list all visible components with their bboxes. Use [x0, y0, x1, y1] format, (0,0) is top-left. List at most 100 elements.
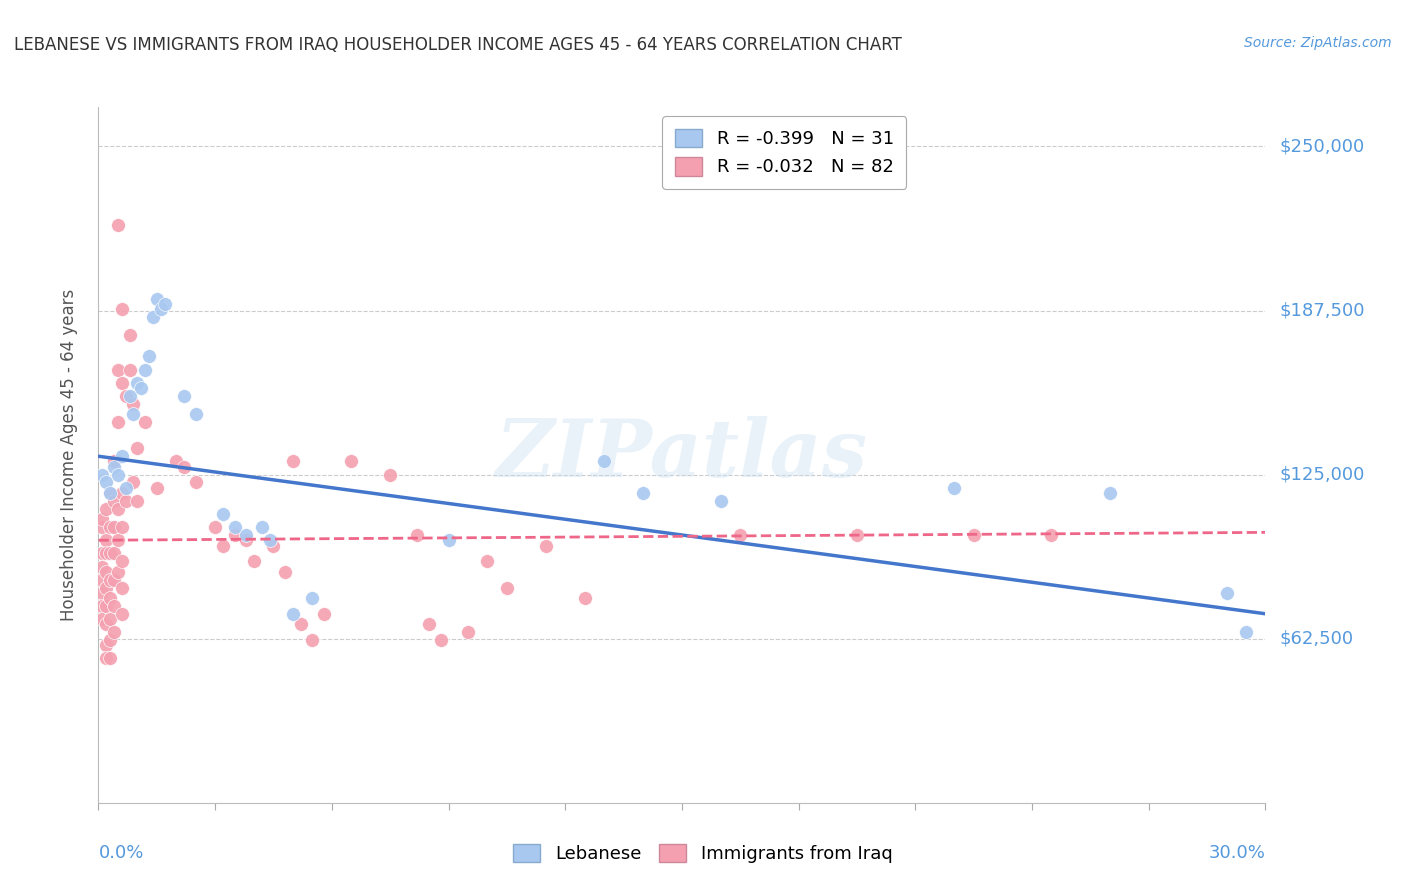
Point	[184, 475, 207, 490]
Point	[111, 486, 134, 500]
Point	[107, 362, 129, 376]
Point	[235, 533, 257, 548]
Point	[118, 328, 141, 343]
Point	[429, 633, 451, 648]
Point	[262, 539, 284, 553]
Point	[845, 528, 868, 542]
Point	[173, 459, 195, 474]
Point	[103, 599, 125, 613]
Point	[98, 573, 121, 587]
Point	[243, 554, 266, 568]
Point	[406, 528, 429, 542]
Point	[118, 389, 141, 403]
Point	[340, 454, 363, 468]
Point	[111, 520, 134, 534]
Point	[96, 475, 118, 490]
Point	[103, 459, 125, 474]
Point	[96, 617, 118, 632]
Text: $125,000: $125,000	[1279, 466, 1365, 483]
Point	[146, 481, 169, 495]
Point	[281, 607, 304, 621]
Point	[962, 528, 984, 542]
Point	[274, 565, 297, 579]
Y-axis label: Householder Income Ages 45 - 64 years: Householder Income Ages 45 - 64 years	[59, 289, 77, 621]
Point	[943, 481, 966, 495]
Point	[107, 218, 129, 232]
Point	[103, 573, 125, 587]
Point	[98, 591, 121, 605]
Point	[127, 442, 149, 456]
Point	[235, 528, 257, 542]
Point	[96, 565, 118, 579]
Point	[96, 638, 118, 652]
Text: ZIPatlas: ZIPatlas	[496, 417, 868, 493]
Legend: R = -0.399   N = 31, R = -0.032   N = 82: R = -0.399 N = 31, R = -0.032 N = 82	[662, 116, 907, 189]
Point	[290, 617, 312, 632]
Point	[114, 481, 136, 495]
Point	[138, 350, 160, 364]
Point	[107, 533, 129, 548]
Point	[1234, 625, 1257, 640]
Point	[103, 454, 125, 468]
Point	[574, 591, 596, 605]
Point	[103, 625, 125, 640]
Point	[1098, 486, 1121, 500]
Point	[98, 520, 121, 534]
Point	[631, 486, 654, 500]
Point	[495, 581, 517, 595]
Point	[418, 617, 440, 632]
Point	[91, 467, 114, 482]
Text: $187,500: $187,500	[1279, 301, 1365, 319]
Point	[98, 612, 121, 626]
Point	[710, 494, 733, 508]
Point	[593, 454, 616, 468]
Point	[134, 362, 156, 376]
Point	[173, 389, 195, 403]
Point	[378, 467, 402, 482]
Point	[165, 454, 187, 468]
Point	[103, 494, 125, 508]
Point	[224, 520, 246, 534]
Legend: Lebanese, Immigrants from Iraq: Lebanese, Immigrants from Iraq	[502, 833, 904, 874]
Point	[122, 397, 145, 411]
Point	[111, 581, 134, 595]
Point	[111, 302, 134, 317]
Point	[91, 573, 114, 587]
Point	[127, 494, 149, 508]
Point	[301, 633, 323, 648]
Point	[114, 494, 136, 508]
Text: LEBANESE VS IMMIGRANTS FROM IRAQ HOUSEHOLDER INCOME AGES 45 - 64 YEARS CORRELATI: LEBANESE VS IMMIGRANTS FROM IRAQ HOUSEHO…	[14, 36, 901, 54]
Point	[111, 607, 134, 621]
Point	[96, 581, 118, 595]
Point	[212, 507, 235, 521]
Point	[91, 586, 114, 600]
Point	[111, 376, 134, 390]
Point	[103, 520, 125, 534]
Point	[98, 633, 121, 648]
Text: $62,500: $62,500	[1279, 630, 1354, 648]
Point	[91, 612, 114, 626]
Point	[111, 554, 134, 568]
Point	[98, 651, 121, 665]
Point	[107, 415, 129, 429]
Point	[259, 533, 281, 548]
Point	[107, 565, 129, 579]
Point	[107, 501, 129, 516]
Point	[96, 651, 118, 665]
Point	[184, 407, 207, 421]
Point	[96, 533, 118, 548]
Point	[118, 362, 141, 376]
Point	[1040, 528, 1063, 542]
Point	[457, 625, 479, 640]
Point	[96, 546, 118, 560]
Point	[107, 467, 129, 482]
Point	[122, 407, 145, 421]
Point	[98, 486, 121, 500]
Point	[91, 546, 114, 560]
Point	[301, 591, 323, 605]
Point	[250, 520, 273, 534]
Point	[149, 302, 172, 317]
Point	[111, 449, 134, 463]
Point	[204, 520, 226, 534]
Point	[534, 539, 557, 553]
